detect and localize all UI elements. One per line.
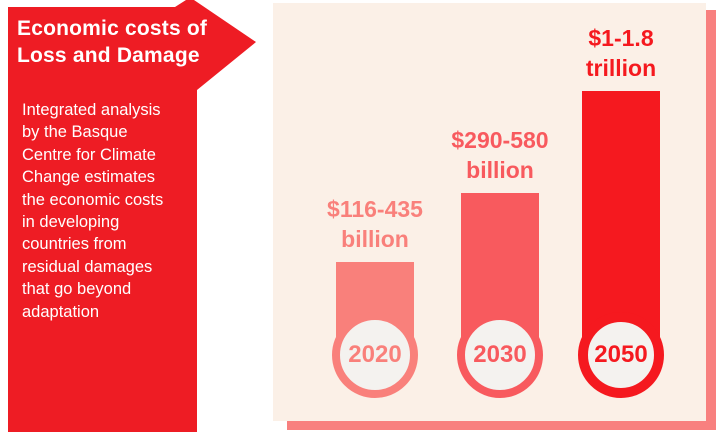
banner-description-line: by the Basque: [22, 123, 128, 142]
banner-description-line: Integrated analysis: [22, 101, 161, 119]
value-label-2020-line2: billion: [341, 226, 409, 252]
value-label-2030-line1: $290-580: [451, 127, 549, 153]
chart-panel: $116-435 billion 2020 $290-580 billion 2…: [273, 3, 706, 421]
banner-title: Economic costs of Loss and Damage: [17, 15, 217, 69]
banner-description-line: adaptation: [22, 302, 100, 321]
value-label-2020: $116-435 billion: [305, 194, 445, 254]
banner-title-line1: Economic costs of: [17, 17, 208, 40]
banner-description-line: countries from: [22, 235, 127, 254]
year-badge-2030: 2030: [457, 312, 543, 398]
value-label-2050-line2: trillion: [585, 55, 657, 81]
banner-description-line: that go beyond: [22, 280, 132, 299]
year-label-2050: 2050: [594, 341, 648, 368]
red-arrow-banner-shape: [8, 0, 256, 432]
banner-description: Integrated analysis by the Basque Centre…: [22, 99, 202, 323]
bar-group-2020: $116-435 billion 2020: [305, 194, 445, 398]
year-label-2030: 2030: [473, 341, 527, 368]
banner-description-line: in developing: [22, 213, 120, 232]
banner-description-line: residual damages: [22, 257, 153, 276]
bar-group-2050: $1-1.8 trillion 2050: [551, 23, 691, 398]
banner-description-line: Change estimates: [22, 168, 155, 187]
value-label-2050: $1-1.8 trillion: [551, 23, 691, 83]
value-label-2030-line2: billion: [466, 157, 534, 183]
value-label-2030: $290-580 billion: [430, 125, 570, 185]
banner-description-line: Centre for Climate: [22, 145, 156, 164]
bar-group-2030: $290-580 billion 2030: [430, 125, 570, 398]
value-label-2020-line1: $116-435: [327, 196, 423, 222]
year-badge-2020: 2020: [332, 312, 418, 398]
year-badge-2050: 2050: [578, 312, 664, 398]
value-label-2050-line1: $1-1.8: [588, 25, 654, 51]
banner-description-line: the economic costs: [22, 190, 164, 209]
year-label-2020: 2020: [348, 341, 402, 368]
bar-2050: [582, 91, 660, 355]
banner-title-line2: Loss and Damage: [17, 44, 200, 67]
